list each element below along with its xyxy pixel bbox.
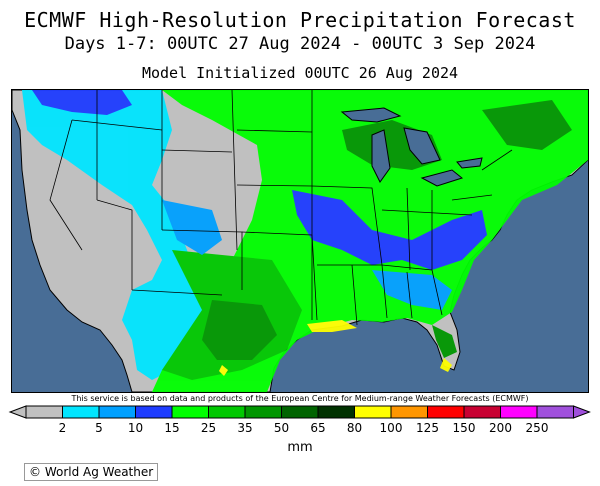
- legend-tick-label: 2: [59, 421, 67, 435]
- precipitation-map: © World Ag Weather: [11, 89, 589, 481]
- legend-swatch: [25, 405, 63, 419]
- legend-swatch: [208, 405, 246, 419]
- legend-colorbar: 2 5 10 15 25 35 50 65 80 100 125 150 200 250: [8, 405, 591, 435]
- legend-swatch: [427, 405, 465, 419]
- legend-tick-label: 25: [201, 421, 216, 435]
- legend-swatch: [536, 405, 574, 419]
- legend-swatch: [62, 405, 100, 419]
- map-subtitle: Days 1-7: 00UTC 27 Aug 2024 - 00UTC 3 Se…: [64, 34, 536, 54]
- legend-tick-label: 50: [274, 421, 289, 435]
- legend-tick-label: 150: [453, 421, 476, 435]
- legend-swatch: [390, 405, 428, 419]
- legend-tick-label: 65: [310, 421, 325, 435]
- legend-swatch: [98, 405, 136, 419]
- legend-tick-label: 35: [237, 421, 252, 435]
- precip-overlay: [22, 90, 588, 392]
- ecmwf-disclaimer: This service is based on data and produc…: [71, 394, 529, 403]
- legend-tick-label: 250: [526, 421, 549, 435]
- legend-swatch: [500, 405, 538, 419]
- legend-swatch: [281, 405, 319, 419]
- legend-swatch: [244, 405, 282, 419]
- legend-tick-label: 15: [164, 421, 179, 435]
- legend-swatch: [317, 405, 355, 419]
- great-lakes: [340, 107, 483, 187]
- legend-arrow-high: [573, 405, 591, 419]
- legend-tick-label: 200: [489, 421, 512, 435]
- legend-swatch: [463, 405, 501, 419]
- legend-tick-label: 80: [347, 421, 362, 435]
- legend-tick-label: 100: [380, 421, 403, 435]
- legend-unit: mm: [287, 440, 313, 455]
- legend-swatch: [135, 405, 173, 419]
- legend-tick-label: 10: [128, 421, 143, 435]
- legend-arrow-low: [8, 405, 27, 419]
- legend-tick-label: 5: [95, 421, 103, 435]
- credit-label: © World Ag Weather: [24, 463, 159, 481]
- state-borders: [49, 90, 513, 326]
- legend-swatch: [171, 405, 209, 419]
- legend-tick-label: 125: [416, 421, 439, 435]
- map-title: ECMWF High-Resolution Precipitation Fore…: [24, 8, 576, 32]
- legend-swatch: [354, 405, 392, 419]
- model-initialized-label: Model Initialized 00UTC 26 Aug 2024: [141, 64, 459, 82]
